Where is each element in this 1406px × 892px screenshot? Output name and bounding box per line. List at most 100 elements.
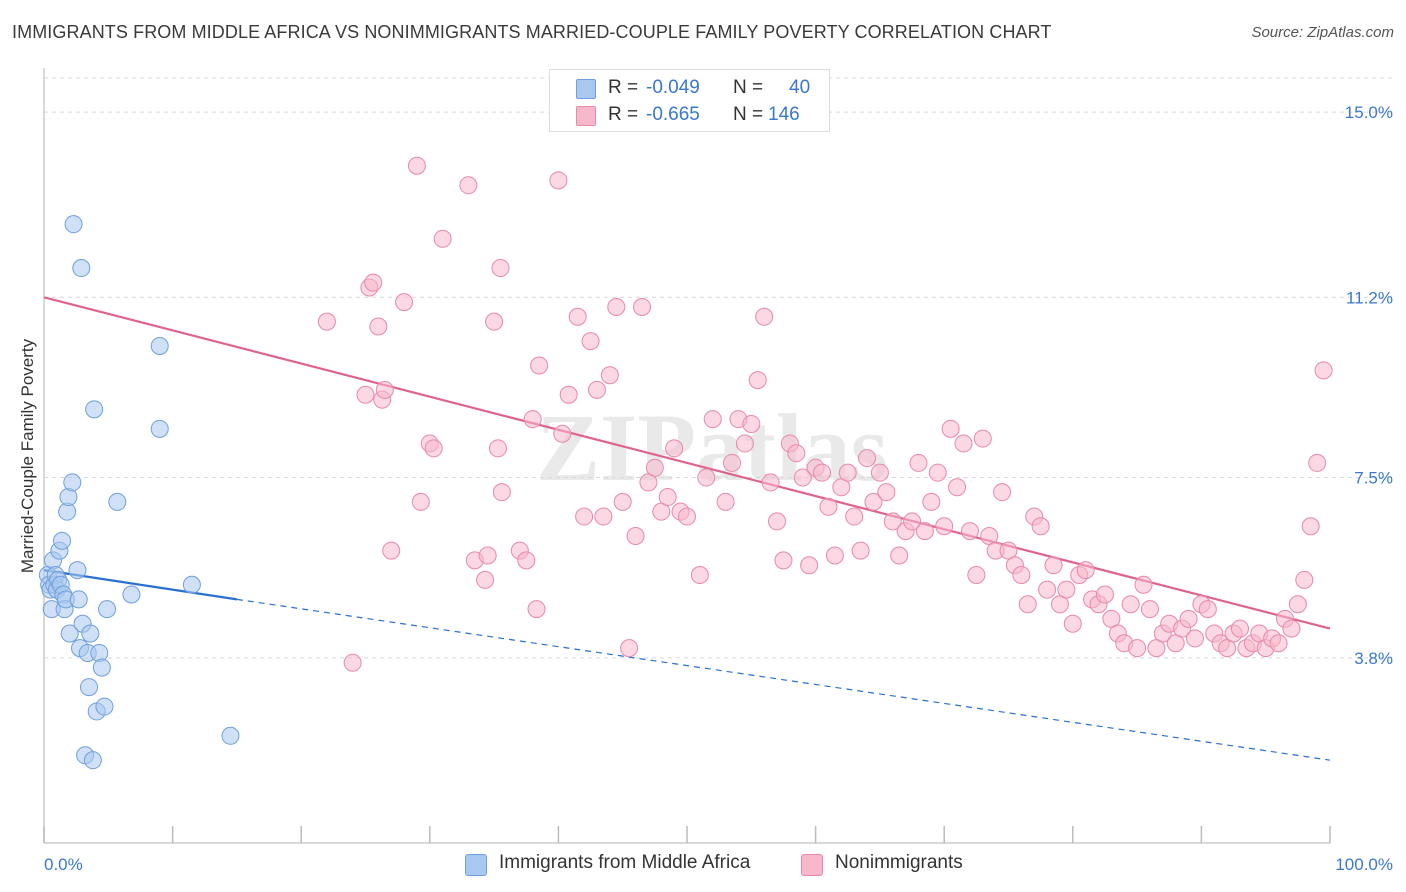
data-point-nonimmigrants (800, 556, 819, 575)
data-point-nonimmigrants (948, 478, 967, 497)
data-point-nonimmigrants (768, 512, 787, 531)
data-point-nonimmigrants (1121, 595, 1140, 614)
data-point-immigrants (72, 259, 91, 278)
data-point-nonimmigrants (364, 273, 383, 292)
data-point-immigrants (221, 726, 240, 745)
legend-swatch-pink (576, 106, 596, 126)
data-point-nonimmigrants (1230, 619, 1249, 638)
data-point-nonimmigrants (1076, 561, 1095, 580)
source-label: Source: ZipAtlas.com (1251, 24, 1394, 41)
legend-n-value: 40 (789, 77, 811, 98)
data-point-nonimmigrants (941, 419, 960, 438)
data-point-nonimmigrants (864, 492, 883, 511)
data-point-nonimmigrants (395, 293, 414, 312)
data-point-nonimmigrants (1018, 595, 1037, 614)
data-point-nonimmigrants (492, 483, 511, 502)
data-point-nonimmigrants (632, 298, 651, 317)
data-point-immigrants (64, 215, 83, 234)
data-point-nonimmigrants (476, 570, 495, 589)
data-point-nonimmigrants (553, 424, 572, 443)
x-tick-label: 100.0% (1335, 855, 1393, 874)
series-immigrants-points (38, 215, 240, 770)
data-point-nonimmigrants (774, 551, 793, 570)
data-point-immigrants (60, 624, 79, 643)
data-point-nonimmigrants (613, 492, 632, 511)
data-point-nonimmigrants (559, 385, 578, 404)
data-point-nonimmigrants (1044, 556, 1063, 575)
data-point-nonimmigrants (407, 156, 426, 175)
data-point-nonimmigrants (973, 429, 992, 448)
data-point-nonimmigrants (742, 414, 761, 433)
data-point-nonimmigrants (922, 492, 941, 511)
data-point-nonimmigrants (967, 566, 986, 585)
data-point-nonimmigrants (1012, 566, 1031, 585)
data-point-nonimmigrants (915, 522, 934, 541)
data-point-nonimmigrants (845, 507, 864, 526)
data-point-nonimmigrants (1288, 595, 1307, 614)
legend-r-label: R = (608, 77, 639, 98)
data-point-nonimmigrants (1269, 634, 1288, 653)
data-point-immigrants (69, 590, 88, 609)
data-point-nonimmigrants (890, 546, 909, 565)
data-point-immigrants (150, 336, 169, 355)
data-point-nonimmigrants (1095, 585, 1114, 604)
data-point-nonimmigrants (697, 468, 716, 487)
data-point-nonimmigrants (1185, 629, 1204, 648)
y-tick-label: 3.8% (1354, 649, 1393, 668)
data-point-nonimmigrants (491, 259, 510, 278)
data-point-nonimmigrants (883, 512, 902, 531)
data-point-nonimmigrants (587, 380, 606, 399)
data-point-nonimmigrants (317, 312, 336, 331)
data-point-nonimmigrants (1134, 575, 1153, 594)
series-nonimmigrants-points (317, 156, 1333, 672)
data-point-nonimmigrants (813, 463, 832, 482)
data-point-immigrants (68, 561, 87, 580)
legend-r-value: -0.665 (646, 104, 700, 125)
data-point-nonimmigrants (1031, 517, 1050, 536)
data-point-nonimmigrants (928, 463, 947, 482)
data-point-nonimmigrants (723, 453, 742, 472)
data-point-nonimmigrants (575, 507, 594, 526)
data-point-nonimmigrants (433, 229, 452, 248)
data-point-nonimmigrants (1179, 609, 1198, 628)
data-point-immigrants (53, 531, 72, 550)
data-point-immigrants (80, 678, 99, 697)
data-point-nonimmigrants (703, 410, 722, 429)
data-point-nonimmigrants (678, 507, 696, 526)
data-point-nonimmigrants (369, 317, 388, 336)
data-point-nonimmigrants (755, 307, 774, 326)
data-point-nonimmigrants (485, 312, 504, 331)
data-point-nonimmigrants (411, 492, 430, 511)
data-point-nonimmigrants (375, 380, 394, 399)
axes (43, 68, 1331, 844)
data-point-nonimmigrants (600, 366, 619, 385)
data-point-nonimmigrants (568, 307, 587, 326)
data-point-nonimmigrants (877, 483, 896, 502)
y-axis-label: Married-Couple Family Poverty (18, 338, 37, 574)
bottom-legend-label: Nonimmigrants (835, 852, 963, 873)
data-point-nonimmigrants (343, 653, 362, 672)
data-point-immigrants (150, 419, 169, 438)
data-point-nonimmigrants (1057, 580, 1076, 599)
data-point-nonimmigrants (793, 468, 812, 487)
grid-lines (44, 77, 1395, 659)
data-point-nonimmigrants (645, 458, 664, 477)
data-point-immigrants (122, 585, 141, 604)
tick-labels: 3.8% 7.5% 11.2% 15.0% 0.0% 100.0% (44, 103, 1393, 874)
data-point-immigrants (83, 751, 102, 770)
data-point-nonimmigrants (478, 546, 497, 565)
data-point-nonimmigrants (716, 492, 735, 511)
data-point-nonimmigrants (523, 410, 542, 429)
data-point-nonimmigrants (658, 488, 677, 507)
legend-n-value: 146 (768, 104, 800, 125)
bottom-legend-swatch-blue (465, 854, 487, 876)
bottom-legend-swatch-pink (801, 854, 823, 876)
stats-legend: R = -0.049 N = 40 R = -0.665 N = 146 (549, 69, 830, 132)
data-point-nonimmigrants (1308, 453, 1327, 472)
data-point-nonimmigrants (825, 546, 844, 565)
legend-r-value: -0.049 (646, 77, 700, 98)
data-point-nonimmigrants (819, 497, 838, 516)
data-point-nonimmigrants (626, 527, 645, 546)
trend-line-nonimmigrants (43, 296, 1331, 630)
data-point-nonimmigrants (424, 439, 443, 458)
